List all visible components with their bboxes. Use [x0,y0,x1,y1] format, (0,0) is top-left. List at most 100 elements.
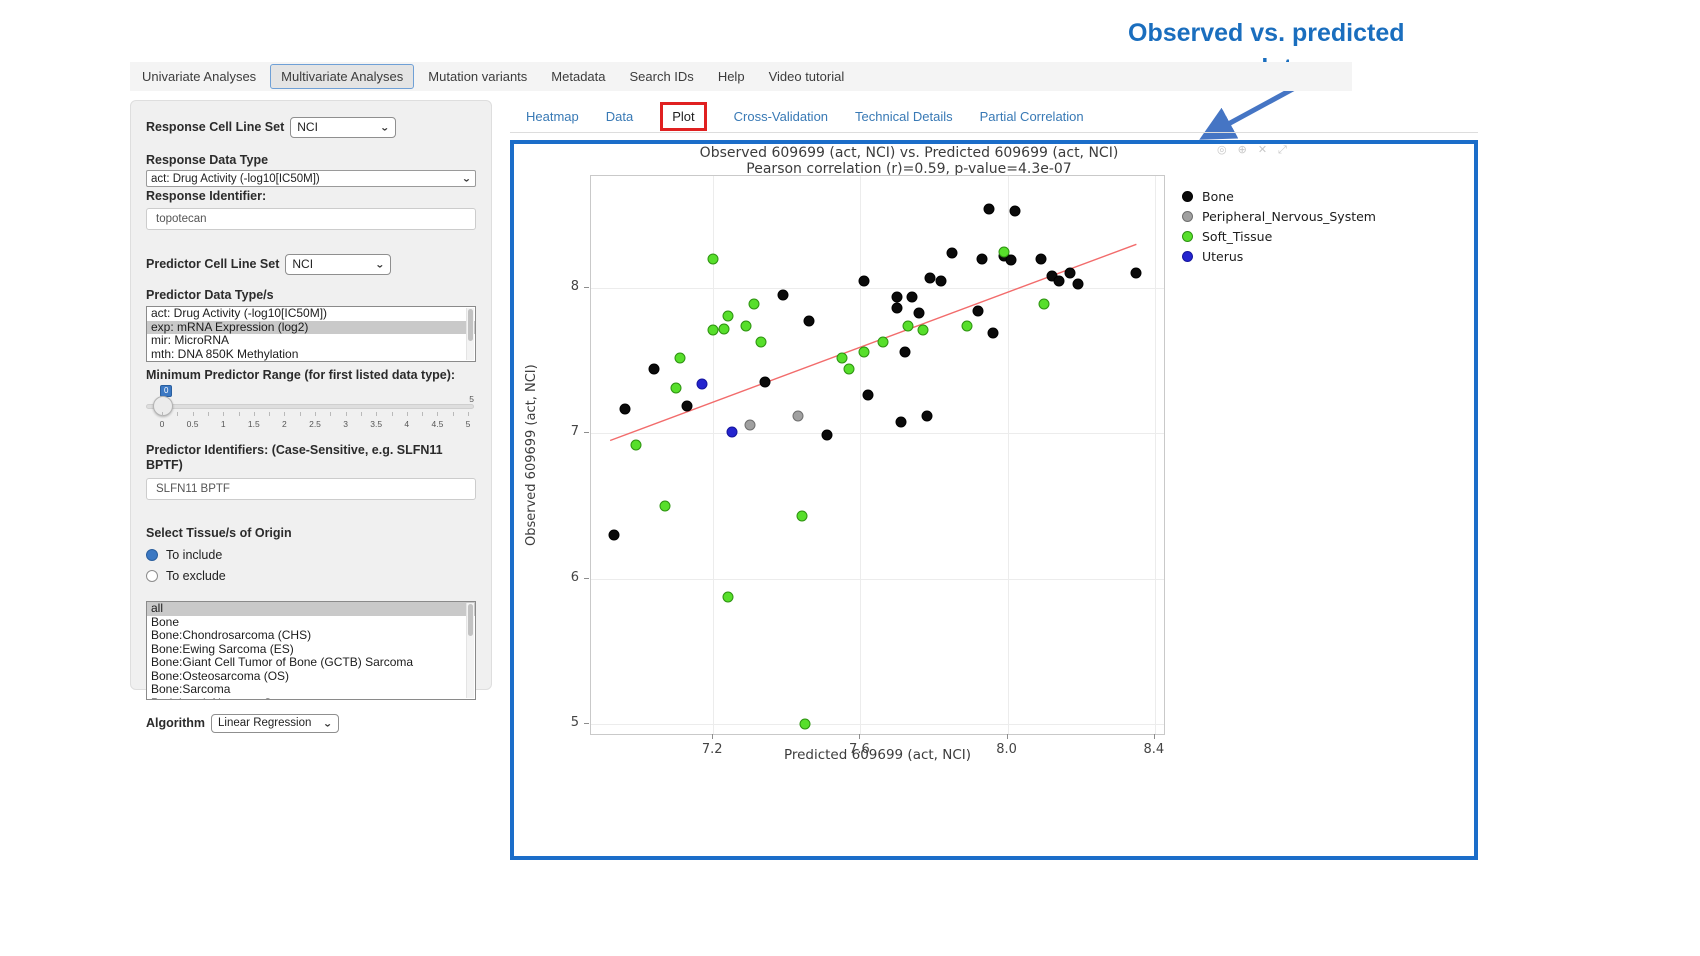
data-point-uterus[interactable] [696,378,708,390]
data-point-soft_tissue[interactable] [917,324,929,336]
nav-item-mutation-variants[interactable]: Mutation variants [428,69,528,84]
data-point-bone[interactable] [906,291,918,303]
data-point-bone[interactable] [895,416,907,428]
data-point-bone[interactable] [891,291,903,303]
data-point-bone[interactable] [1005,254,1017,266]
data-point-soft_tissue[interactable] [707,324,719,336]
data-point-soft_tissue[interactable] [902,320,914,332]
listbox-option[interactable]: exp: mRNA Expression (log2) [147,320,475,334]
nav-item-help[interactable]: Help [717,69,745,84]
scrollbar[interactable] [466,603,474,698]
camera-icon[interactable]: ◎ [1217,143,1227,156]
listbox-option[interactable]: all [147,602,475,616]
data-point-soft_tissue[interactable] [961,320,973,332]
data-point-soft_tissue[interactable] [740,320,752,332]
listbox-option[interactable]: Bone:Ewing Sarcoma (ES) [151,641,294,656]
predictor-identifiers-input[interactable]: SLFN11 BPTF [146,478,476,500]
listbox-option[interactable]: act: Drug Activity (-log10[IC50M]) [151,306,328,320]
tab-data[interactable]: Data [605,108,634,124]
response-data-type-select[interactable]: act: Drug Activity (-log10[IC50M]) ⌄ [146,170,476,187]
data-point-bone[interactable] [983,203,995,215]
listbox-option[interactable]: Bone:Chondrosarcoma (CHS) [151,628,312,642]
data-point-peripheral_nervous_system[interactable] [792,410,804,422]
data-point-soft_tissue[interactable] [630,439,642,451]
data-point-soft_tissue[interactable] [722,591,734,603]
predictor-data-types-listbox[interactable]: act: Drug Activity (-log10[IC50M]) exp: m… [146,306,476,362]
data-point-soft_tissue[interactable] [858,346,870,358]
data-point-soft_tissue[interactable] [722,310,734,321]
data-point-soft_tissue[interactable] [796,510,807,522]
data-point-bone[interactable] [891,302,903,314]
data-point-bone[interactable] [935,275,947,287]
data-point-bone[interactable] [862,389,874,401]
data-point-bone[interactable] [899,346,910,358]
data-point-soft_tissue[interactable] [1038,298,1050,310]
legend-item-soft_tissue[interactable]: Soft_Tissue [1182,226,1376,246]
tab-cross-validation[interactable]: Cross-Validation [733,108,829,124]
data-point-bone[interactable] [681,400,693,412]
data-point-bone[interactable] [1130,267,1142,279]
data-point-bone[interactable] [619,403,631,414]
data-point-peripheral_nervous_system[interactable] [744,419,756,430]
data-point-bone[interactable] [858,275,870,287]
data-point-bone[interactable] [913,307,925,319]
data-point-bone[interactable] [972,305,984,317]
data-point-bone[interactable] [803,315,815,327]
data-point-soft_tissue[interactable] [670,382,682,394]
listbox-option[interactable]: Bone:Giant Cell Tumor of Bone (GCTB) Sar… [151,655,414,669]
tab-plot[interactable]: Plot [660,101,707,131]
scrollbar[interactable] [466,308,474,360]
tissue-listbox[interactable]: all Bone Bone:Chondrosarcoma (CHS) Bone:Ewi… [146,601,476,700]
slider-track[interactable] [146,404,474,409]
listbox-option[interactable]: Bone:Sarcoma [151,682,231,696]
autoscale-icon[interactable]: ⤢ [1278,143,1287,156]
data-point-bone[interactable] [1064,267,1076,279]
data-point-bone[interactable] [921,410,933,422]
scrollbar-thumb[interactable] [468,604,473,636]
data-point-soft_tissue[interactable] [748,298,760,310]
nav-item-multivariate-analyses[interactable]: Multivariate Analyses [270,64,415,89]
data-point-soft_tissue[interactable] [877,336,888,348]
data-point-soft_tissue[interactable] [799,718,811,730]
listbox-option[interactable]: Bone:Osteosarcoma (OS) [151,668,290,683]
listbox-option[interactable]: mth: DNA 850K Methylation [151,346,299,361]
data-point-soft_tissue[interactable] [718,323,730,335]
nav-item-metadata[interactable]: Metadata [551,69,606,84]
radio-option-to-include[interactable]: To include [146,548,476,562]
data-point-soft_tissue[interactable] [755,336,767,348]
nav-item-search-ids[interactable]: Search IDs [629,69,694,84]
data-point-bone[interactable] [976,253,988,265]
legend-item-peripheral_nervous_system[interactable]: Peripheral_Nervous_System [1182,206,1376,226]
data-point-bone[interactable] [777,289,789,301]
legend-item-bone[interactable]: Bone [1182,186,1376,206]
listbox-option[interactable]: mir: MicroRNA [151,333,229,347]
listbox-option[interactable]: Bone [151,614,180,629]
legend-item-uterus[interactable]: Uterus [1182,246,1376,266]
response-cell-line-set-select[interactable]: NCI ⌄ [290,117,397,138]
nav-item-univariate-analyses[interactable]: Univariate Analyses [142,69,257,84]
data-point-bone[interactable] [987,327,999,339]
data-point-soft_tissue[interactable] [707,253,719,265]
algorithm-select[interactable]: Linear Regression ⌄ [211,714,340,733]
data-point-bone[interactable] [1072,278,1083,289]
reset-axes-icon[interactable]: ✕ [1257,143,1268,156]
zoom-icon[interactable]: ⊕ [1237,143,1247,156]
data-point-bone[interactable] [946,247,958,259]
radio-option-to-exclude[interactable]: To exclude [146,569,476,583]
data-point-bone[interactable] [1035,253,1047,265]
data-point-bone[interactable] [1009,205,1021,217]
predictor-cell-line-set-select[interactable]: NCI ⌄ [285,254,392,275]
scrollbar-thumb[interactable] [468,309,473,341]
data-point-soft_tissue[interactable] [998,246,1010,258]
nav-item-video-tutorial[interactable]: Video tutorial [768,69,845,84]
radio-button-icon[interactable] [146,549,158,561]
response-identifier-input[interactable]: topotecan [146,208,476,230]
radio-button-icon[interactable] [146,570,158,582]
data-point-bone[interactable] [759,376,771,388]
data-point-bone[interactable] [924,272,936,284]
data-point-soft_tissue[interactable] [843,363,855,375]
data-point-soft_tissue[interactable] [836,352,848,364]
data-point-uterus[interactable] [726,426,738,438]
listbox-option[interactable]: Peripheral_Nervous_System [147,696,475,699]
tab-partial-correlation[interactable]: Partial Correlation [979,108,1084,124]
